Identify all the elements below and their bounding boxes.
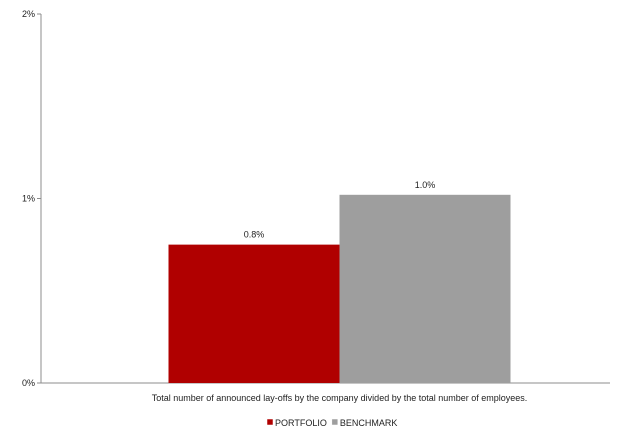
legend-swatch-benchmark (331, 418, 339, 426)
y-tick-label: 1% (22, 194, 35, 204)
x-category-label: Total number of announced lay-offs by th… (152, 393, 528, 403)
bar-portfolio (168, 244, 340, 383)
y-tick-label: 0% (22, 378, 35, 388)
data-label-portfolio: 0.8% (244, 230, 265, 240)
legend-label-benchmark: BENCHMARK (340, 418, 398, 428)
legend: PORTFOLIO BENCHMARK (266, 418, 398, 428)
y-tick-label: 2% (22, 9, 35, 19)
bar-benchmark (339, 194, 511, 383)
data-labels: 0.8% 1.0% (244, 180, 436, 240)
y-axis-ticks: 0% 1% 2% (22, 9, 41, 388)
data-label-benchmark: 1.0% (415, 180, 436, 190)
legend-swatch-portfolio (266, 418, 274, 426)
bars (168, 194, 511, 383)
legend-label-portfolio: PORTFOLIO (275, 418, 327, 428)
